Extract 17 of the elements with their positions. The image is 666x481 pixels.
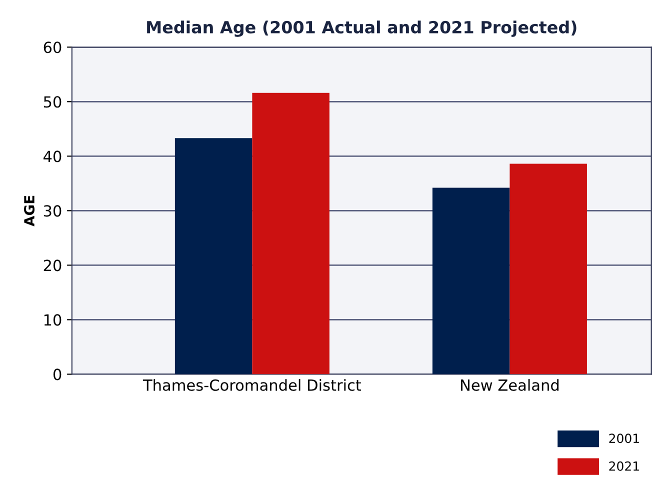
y-tick-label: 0 (53, 368, 62, 380)
bar (174, 138, 252, 374)
y-tick-label: 60 (44, 42, 62, 54)
x-tick-label: New Zealand (461, 379, 559, 391)
y-tick-label: 30 (44, 205, 62, 217)
bar (432, 188, 510, 374)
y-axis-title: AGE (24, 196, 35, 226)
y-tick-label: 50 (44, 96, 62, 108)
legend-label: 2021 (609, 461, 639, 471)
y-tick-label: 40 (44, 150, 62, 162)
bar (252, 92, 330, 374)
y-tick-label: 10 (44, 314, 62, 326)
bar (510, 164, 587, 374)
x-tick-label: Thames-Coromandel District (142, 379, 362, 391)
y-tick-label: 20 (44, 260, 62, 272)
legend-label: 2001 (609, 434, 639, 444)
chart-title: Median Age (2001 Actual and 2021 Projected) (147, 20, 576, 37)
